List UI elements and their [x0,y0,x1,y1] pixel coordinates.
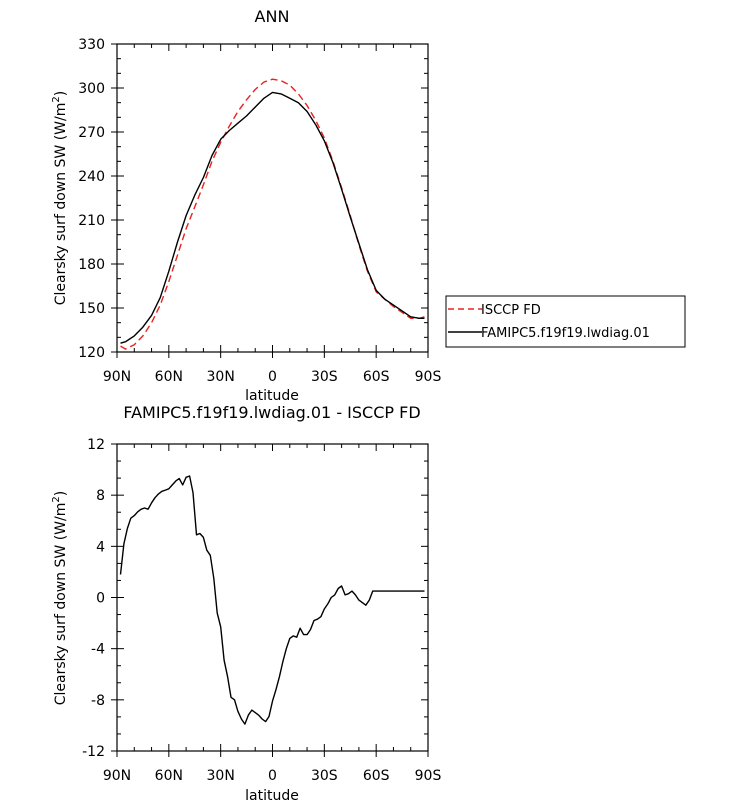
x-tick-label: 30S [311,369,338,385]
x-tick-label: 90S [415,768,442,784]
series-group [119,475,425,725]
y-axis-title: Clearsky surf down SW (W/m2) [51,91,69,305]
x-tick-label: 30N [207,369,235,385]
x-tick-label: 90S [415,369,442,385]
panel-title: ANN [255,7,290,26]
x-tick-label: 90N [103,768,131,784]
legend-label-famipc5: FAMIPC5.f19f19.lwdiag.01 [481,326,650,341]
y-tick-label: 0 [96,591,105,607]
y-tick-label: 270 [78,125,105,141]
plot-frame [116,443,429,752]
panel-title: FAMIPC5.f19f19.lwdiag.01 - ISCCP FD [123,403,420,422]
y-axis-title: Clearsky surf down SW (W/m2) [51,491,69,705]
y-tick-label: -12 [82,744,105,760]
series-line-1 [119,475,425,725]
y-tick-label: -4 [91,642,105,658]
legend: ISCCP FD FAMIPC5.f19f19.lwdiag.01 [445,295,686,348]
y-tick-label: 240 [78,169,105,185]
x-tick-label: 90N [103,369,131,385]
tick-group: 120 150 180 210 240 270 300 330 90N 60N 30N 0 30S 60S… [78,37,441,385]
x-axis-title: latitude [245,388,299,404]
x-tick-label: 60N [155,768,183,784]
x-tick-label: 30N [207,768,235,784]
x-tick-label: 60N [155,369,183,385]
x-tick-label: 0 [268,768,277,784]
top-panel: ANN 120 150 180 210 240 270 300 330 90N 60N 30N 0 30… [51,7,686,404]
series-line-1 [120,78,425,350]
x-tick-label: 60S [363,768,390,784]
y-tick-label: 300 [78,81,105,97]
tick-group: -12 -8 -4 0 4 8 12 90N 60N 30N 0 30S 60S 90S [82,437,441,784]
y-tick-label: 4 [96,539,105,555]
y-tick-label: 330 [78,37,105,53]
bottom-panel: FAMIPC5.f19f19.lwdiag.01 - ISCCP FD -12-… [51,403,441,804]
legend-label-isccp: ISCCP FD [481,303,541,318]
y-tick-label: 120 [78,345,105,361]
y-tick-label: 210 [78,213,105,229]
series-line-2 [120,91,425,344]
x-tick-label: 60S [363,369,390,385]
y-tick-label: 8 [96,488,105,504]
y-tick-label: 180 [78,257,105,273]
x-tick-label: 0 [268,369,277,385]
x-axis-title: latitude [245,788,299,804]
x-tick-label: 30S [311,768,338,784]
legend-box [445,295,686,348]
series-group [120,78,425,350]
y-tick-label: -8 [91,693,105,709]
plot-frame [116,43,429,353]
y-tick-label: 12 [87,437,105,453]
y-tick-label: 150 [78,301,105,317]
